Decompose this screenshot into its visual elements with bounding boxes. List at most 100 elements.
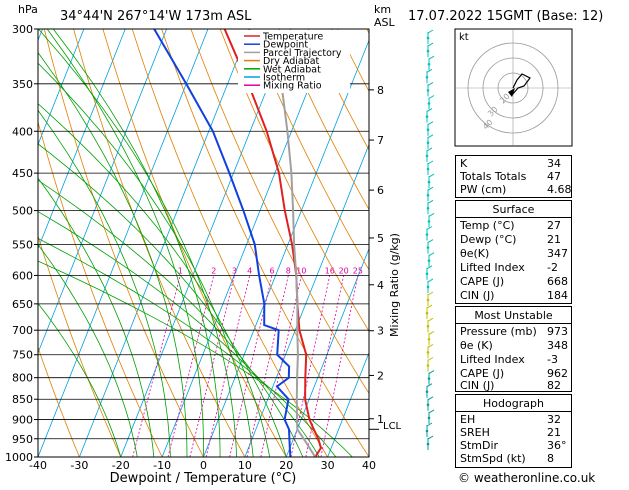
- index-value: -3: [547, 353, 558, 366]
- wind-barb-dot: [428, 220, 431, 223]
- wind-barb-flag: [429, 96, 434, 99]
- index-value: 32: [547, 413, 561, 426]
- wind-barb-flag: [428, 279, 433, 282]
- index-label: CAPE (J): [460, 275, 504, 288]
- index-label: Lifted Index: [460, 261, 525, 274]
- km-tick-label: 4: [377, 279, 384, 292]
- pressure-tick-label: 650: [12, 298, 33, 311]
- index-value: 348: [547, 339, 568, 352]
- lcl-label: LCL: [383, 421, 402, 432]
- pressure-tick-label: 900: [12, 414, 33, 427]
- wind-barb-dot: [427, 168, 430, 171]
- legend-entry-label: Mixing Ratio: [263, 81, 322, 92]
- pressure-tick-label: 800: [12, 372, 33, 385]
- most-unstable-title: Most Unstable: [456, 309, 571, 322]
- wind-barb-dot: [428, 338, 431, 341]
- index-value: 47: [547, 170, 561, 183]
- wind-barb-dot: [427, 351, 430, 354]
- mixing-ratio-tick-label: 4: [247, 266, 252, 275]
- index-value: 36°: [547, 439, 567, 452]
- index-row: PW (cm) 4.68: [456, 183, 571, 196]
- wind-barb-flag: [428, 397, 433, 400]
- index-row: CIN (J)82: [456, 379, 571, 392]
- index-value: -2: [547, 261, 558, 274]
- index-label: Totals Totals: [460, 170, 526, 183]
- index-row: θe(K) 347: [456, 247, 571, 260]
- pressure-tick-label: 700: [12, 324, 33, 337]
- datetime-title: 17.07.2022 15GMT (Base: 12): [408, 9, 603, 24]
- wind-barb-flag: [428, 358, 433, 361]
- index-value: 21: [547, 233, 561, 246]
- wind-barb-flag: [428, 82, 433, 85]
- separator: [456, 411, 571, 412]
- index-label: EH: [460, 413, 475, 426]
- wind-barb-flag: [428, 43, 433, 46]
- wind-barb-dot: [426, 430, 429, 433]
- index-value: 34: [547, 157, 561, 170]
- hodograph-unit-label: kt: [459, 32, 469, 43]
- separator: [456, 323, 571, 324]
- pressure-axis: 3003504004505005506006507007508008509009…: [5, 23, 38, 464]
- index-row: CIN (J)184: [456, 289, 571, 302]
- wind-barb-dot: [426, 155, 429, 158]
- index-label: Dewp (°C): [460, 233, 516, 246]
- index-label: Pressure (mb): [460, 325, 537, 338]
- km-tick-label: 3: [377, 325, 384, 338]
- index-row: Pressure (mb)973: [456, 325, 571, 338]
- index-row: Temp (°C)27: [456, 219, 571, 232]
- pressure-tick-label: 350: [12, 78, 33, 91]
- wind-barb-flag: [428, 200, 433, 203]
- mixing-ratio-tick-label: 8: [286, 266, 291, 275]
- wind-barb-flag: [429, 371, 434, 374]
- index-value: 4.68: [547, 183, 572, 196]
- pressure-tick-label: 750: [12, 349, 33, 362]
- wind-barb-dot: [428, 63, 431, 66]
- index-value: 82: [547, 379, 561, 392]
- asl-unit-label: ASL: [374, 16, 396, 29]
- index-value: 347: [547, 247, 568, 260]
- wind-barb-flag: [428, 135, 433, 138]
- mixing-ratio-tick-label: 6: [269, 266, 274, 275]
- wind-barb-dot: [427, 404, 430, 407]
- pressure-tick-label: 550: [12, 238, 33, 251]
- km-tick-label: 2: [377, 369, 384, 382]
- mixing-ratio-tick-label: 3: [232, 266, 237, 275]
- wind-barb-flag: [428, 436, 433, 439]
- index-row: EH 32: [456, 413, 571, 426]
- pressure-tick-label: 950: [12, 433, 33, 446]
- wind-barb-dot: [428, 102, 431, 105]
- wind-barb-dot: [426, 233, 429, 236]
- temperature-tick-label: 30: [321, 459, 335, 472]
- wind-barb-dot: [427, 207, 430, 210]
- pressure-tick-label: 300: [12, 23, 33, 36]
- location-title: 34°44'N 267°14'W 173m ASL: [60, 9, 252, 24]
- wind-barb-flag: [428, 318, 433, 321]
- index-label: PW (cm): [460, 183, 506, 196]
- mixing-ratio-tick-label: 10: [296, 266, 306, 275]
- wind-barb-dot: [426, 312, 429, 315]
- pressure-tick-label: 600: [12, 269, 33, 282]
- pressure-tick-label: 850: [12, 393, 33, 406]
- wind-barb-dot: [427, 89, 430, 92]
- index-row: Dewp (°C) 21: [456, 233, 571, 246]
- index-row: StmSpd (kt)8: [456, 452, 571, 465]
- km-unit-label: km: [374, 3, 391, 16]
- mixing-ratio-tick-label: 16: [325, 266, 335, 275]
- wind-barb-dot: [427, 443, 430, 446]
- index-box-surface: Surface Temp (°C)27 Dewp (°C) 21 θe(K) 347…: [455, 200, 572, 304]
- isotherm-line: [0, 29, 1, 457]
- wind-barb-dot: [427, 325, 430, 328]
- mixing-ratio-tick-label: 20: [339, 266, 349, 275]
- surface-title: Surface: [456, 203, 571, 216]
- index-value: 21: [547, 426, 561, 439]
- pressure-tick-label: 500: [12, 205, 33, 218]
- index-label: Lifted Index: [460, 353, 525, 366]
- wind-barb-flag: [428, 292, 433, 295]
- index-label: θe(K): [460, 247, 489, 260]
- wind-barb-dot: [426, 390, 429, 393]
